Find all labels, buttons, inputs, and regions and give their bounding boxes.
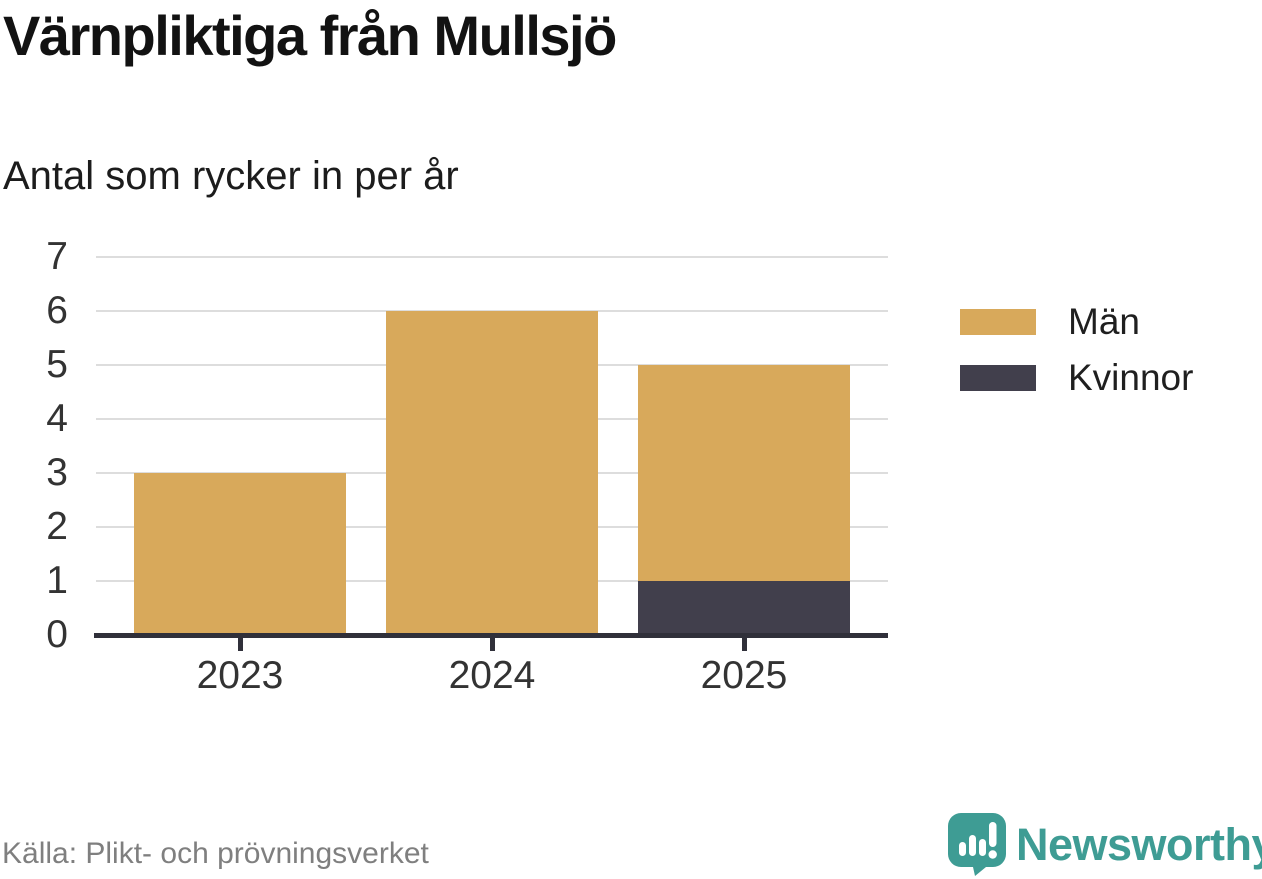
y-tick-label-6: 6 (46, 289, 68, 332)
bar-segment-2025-Kvinnor (638, 581, 850, 635)
y-tick-label-3: 3 (46, 451, 68, 494)
bar-segment-2025-Män (638, 365, 850, 581)
legend-label-män: Män (1068, 301, 1140, 342)
legend-swatch-män (960, 308, 1036, 335)
chart-subtitle: Antal som rycker in per år (3, 154, 459, 198)
legend-item-kvinnor: Kvinnor (960, 358, 1193, 397)
gridline-7 (96, 256, 888, 258)
y-tick-label-2: 2 (46, 505, 68, 548)
x-tick-label-2024: 2024 (448, 654, 536, 697)
source-note: Källa: Plikt- och prövningsverket (2, 837, 429, 870)
legend-item-män: Män (960, 302, 1193, 341)
y-tick-label-1: 1 (46, 559, 68, 602)
bar-segment-2024-Män (386, 311, 598, 635)
x-axis-tick-2025 (741, 638, 747, 651)
y-tick-label-7: 7 (46, 235, 68, 278)
legend: Män Kvinnor (960, 302, 1193, 414)
y-tick-label-4: 4 (46, 397, 68, 440)
x-tick-label-2025: 2025 (700, 654, 788, 697)
newsworthy-speech-bubble-bar-chart-icon (948, 813, 1006, 876)
legend-label-kvinnor: Kvinnor (1068, 357, 1194, 398)
x-axis-tick-2023 (237, 638, 243, 651)
plot-area (94, 256, 888, 635)
x-axis-tick-2024 (489, 638, 495, 651)
brand-wordmark: Newsworthy (1016, 818, 1262, 870)
x-tick-label-2023: 2023 (196, 654, 284, 697)
newsworthy-logo: Newsworthy (948, 813, 1262, 876)
y-tick-label-0: 0 (46, 613, 68, 656)
y-tick-label-5: 5 (46, 343, 68, 386)
chart-title: Värnpliktiga från Mullsjö (3, 4, 617, 67)
legend-swatch-kvinnor (960, 364, 1036, 391)
x-axis-line (94, 633, 888, 638)
bar-segment-2023-Män (134, 473, 346, 635)
